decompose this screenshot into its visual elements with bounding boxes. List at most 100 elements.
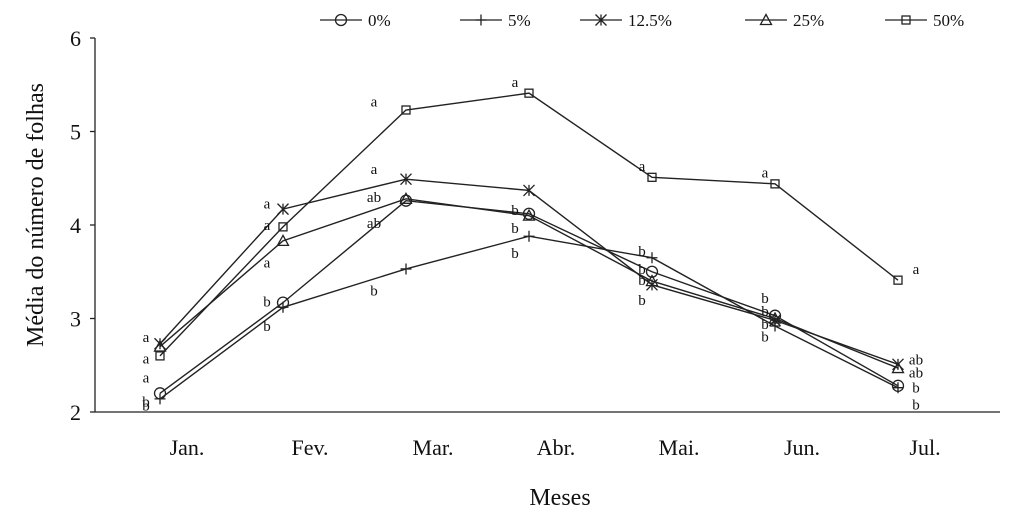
legend-label: 25% <box>793 11 824 30</box>
legend-marker <box>759 13 773 26</box>
y-axis: 2 3 4 5 6 <box>70 26 96 425</box>
data-point <box>401 105 411 115</box>
x-tick-label: Fev. <box>291 435 328 460</box>
series-50pct <box>155 88 903 361</box>
data-point <box>645 274 659 287</box>
x-axis-title: Meses <box>529 485 590 509</box>
data-point <box>770 179 780 189</box>
significance-letter: a <box>143 352 150 368</box>
significance-letter: ab <box>367 190 381 206</box>
data-point <box>893 275 903 285</box>
x-tick-label: Mar. <box>413 435 454 460</box>
significance-letter: b <box>142 395 150 411</box>
series-5pct <box>154 230 904 405</box>
data-point <box>645 265 659 278</box>
significance-letter: b <box>761 329 769 345</box>
legend-marker <box>595 14 607 26</box>
series-line <box>159 92 899 357</box>
x-tick-label: Mai. <box>659 435 700 460</box>
data-point <box>400 173 412 186</box>
data-point <box>891 361 905 374</box>
data-point <box>399 191 413 204</box>
data-point <box>523 230 535 242</box>
y-tick-label: 2 <box>70 400 81 425</box>
significance-letter: ab <box>909 366 923 382</box>
significance-letter: b <box>511 246 519 262</box>
significance-letter: a <box>371 162 378 178</box>
significance-letter: ab <box>909 353 923 369</box>
significance-letter: a <box>639 159 646 175</box>
data-point <box>278 222 288 232</box>
legend-entry: 12.5% <box>580 11 672 30</box>
data-point <box>277 203 289 216</box>
significance-letter: b <box>638 244 646 260</box>
significance-letter: a <box>762 166 769 182</box>
data-point <box>646 252 658 264</box>
legend-label: 50% <box>933 11 964 30</box>
y-tick-label: 5 <box>70 120 81 145</box>
data-point <box>276 234 290 247</box>
legend-entry: 25% <box>745 11 824 30</box>
legend-entry: 50% <box>885 11 964 30</box>
significance-letter: a <box>913 262 920 278</box>
data-point <box>522 208 536 221</box>
significance-letter: a <box>512 75 519 91</box>
legend-label: 12.5% <box>628 11 672 30</box>
significance-letter: a <box>264 255 271 271</box>
significance-letter: b <box>638 262 646 278</box>
data-point <box>522 207 536 220</box>
significance-letter: b <box>761 317 769 333</box>
significance-letter: b <box>761 291 769 307</box>
y-tick-label: 6 <box>70 26 81 51</box>
legend-entry: 0% <box>320 11 391 30</box>
x-tick-label: Jul. <box>909 435 940 460</box>
series-line <box>159 178 899 365</box>
significance-letter: b <box>263 295 271 311</box>
y-axis-title: Média do número de folhas <box>23 83 49 347</box>
data-point <box>153 339 167 352</box>
series-25pct <box>153 191 905 374</box>
significance-letter: b <box>761 304 769 320</box>
x-axis: Jan. Fev. Mar. Abr. Mai. Jun. Jul. <box>95 411 1000 460</box>
legend-marker <box>334 13 348 27</box>
data-point <box>155 351 165 361</box>
x-tick-label: Abr. <box>537 435 576 460</box>
significance-letter: b <box>511 221 519 237</box>
legend-marker <box>901 15 911 25</box>
data-point <box>400 263 412 275</box>
significance-letter: a <box>264 218 271 234</box>
data-point <box>647 172 657 182</box>
legend-label: 0% <box>368 11 391 30</box>
data-point <box>892 358 904 371</box>
significance-letter: b <box>912 398 920 414</box>
data-point <box>524 88 534 98</box>
significance-letter: a <box>143 370 150 386</box>
data-point <box>768 311 782 324</box>
significance-letter: b <box>638 273 646 289</box>
significance-letter: b <box>638 293 646 309</box>
data-point <box>523 184 535 197</box>
y-tick-label: 3 <box>70 307 81 332</box>
legend-entry: 5% <box>460 11 531 30</box>
x-tick-label: Jun. <box>784 435 820 460</box>
legend-marker <box>475 14 487 26</box>
series-line <box>159 235 899 400</box>
significance-letter: a <box>371 95 378 111</box>
significance-letter: a <box>143 330 150 346</box>
significance-letter: b <box>370 283 378 299</box>
data-point <box>892 382 904 394</box>
y-tick-label: 4 <box>70 213 81 238</box>
x-tick-label: Jan. <box>170 435 205 460</box>
significance-letter: b <box>263 319 271 335</box>
significance-letter: b <box>912 381 920 397</box>
data-point <box>154 393 166 405</box>
series-group <box>153 88 905 405</box>
significance-letter: a <box>264 196 271 212</box>
legend: 0% 5% 12.5% 25% 50% <box>320 11 964 30</box>
significance-letter: ab <box>367 216 381 232</box>
data-point <box>277 301 289 313</box>
significance-letter: b <box>511 203 519 219</box>
legend-label: 5% <box>508 11 531 30</box>
